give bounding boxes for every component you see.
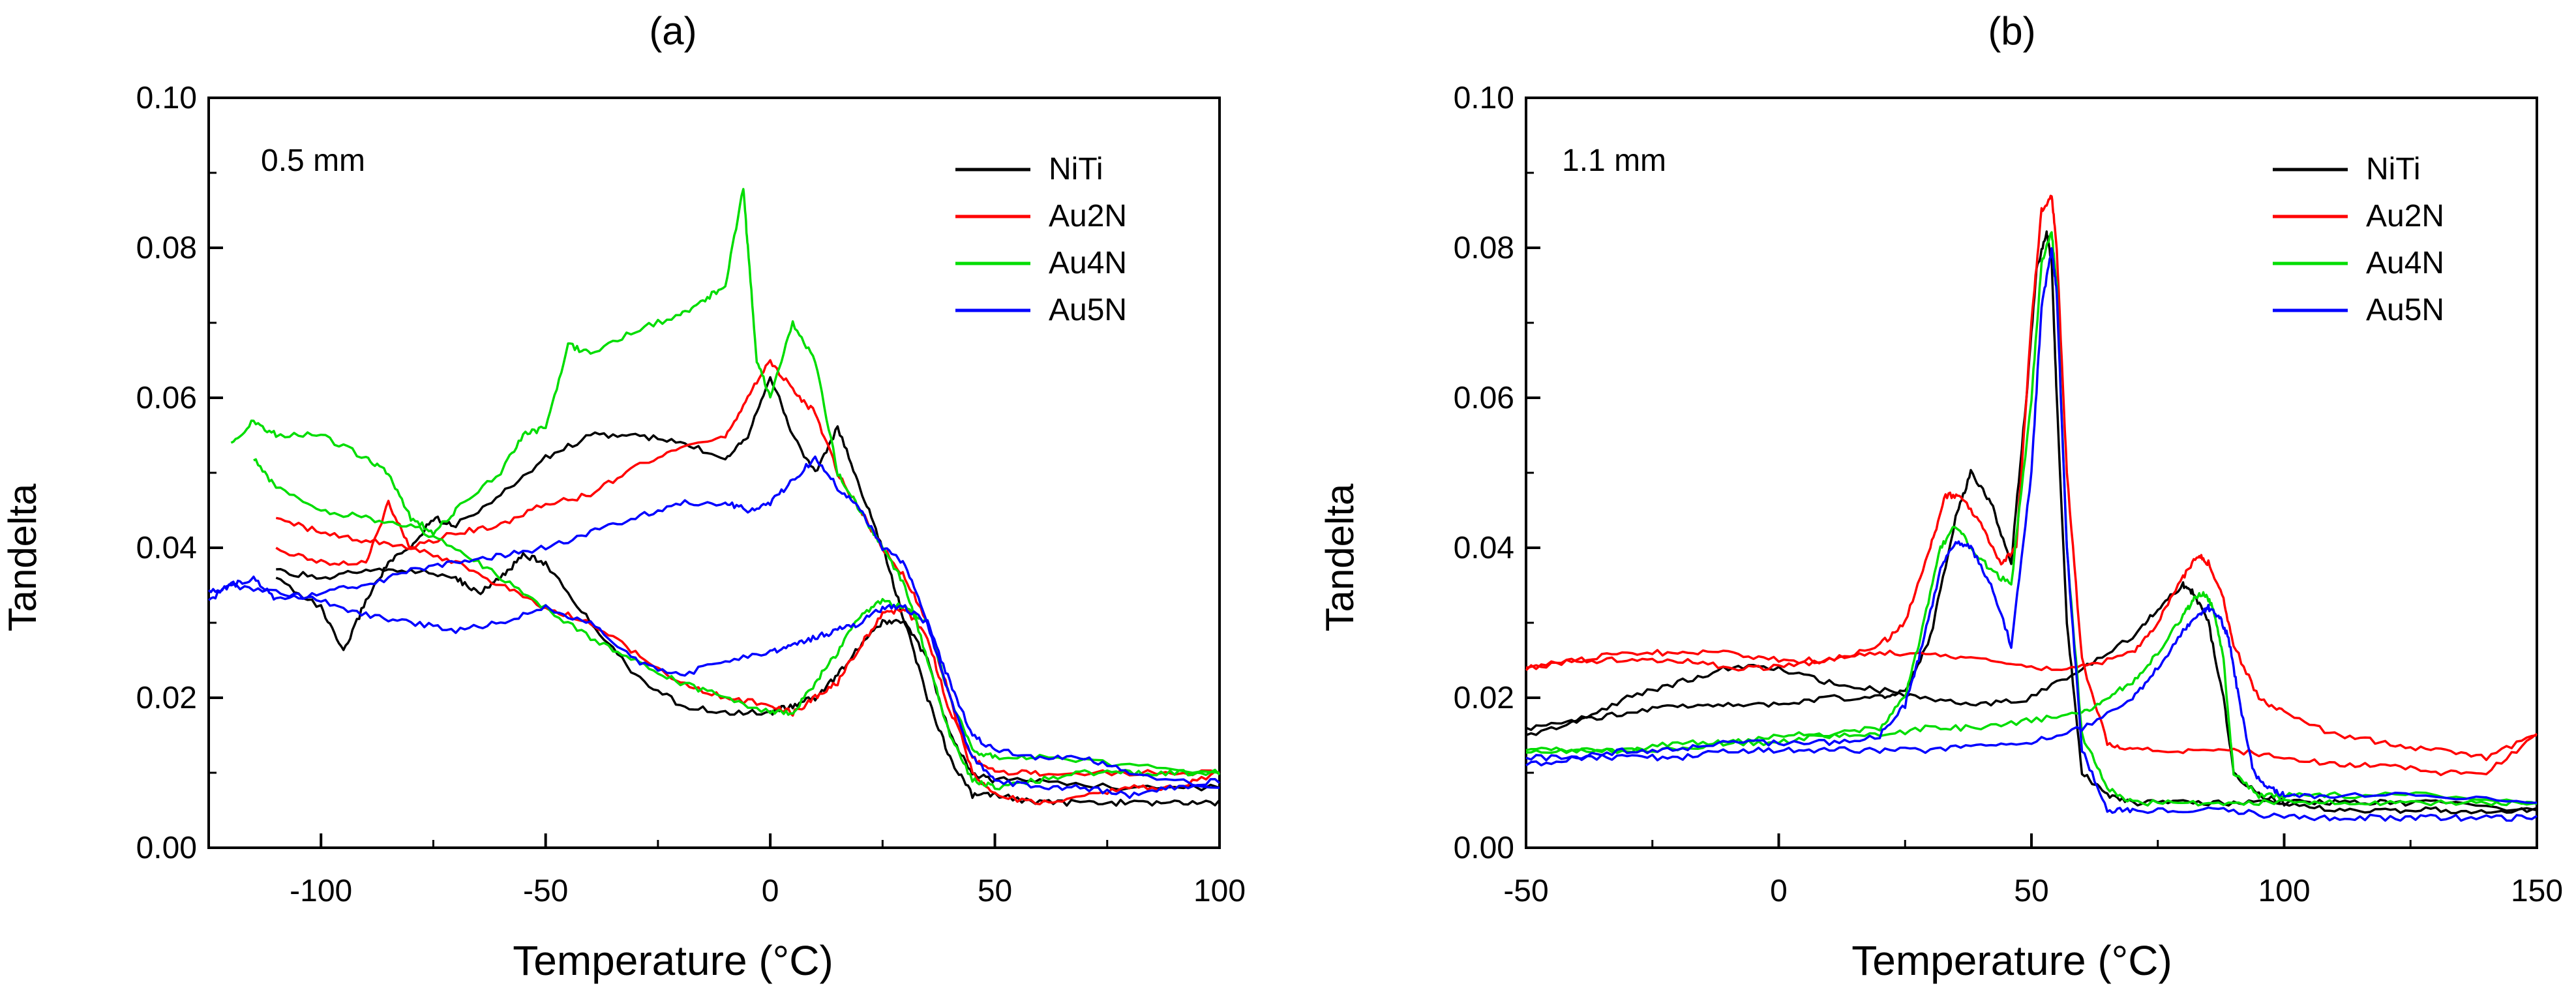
a-xtick-label: -100 xyxy=(290,874,352,908)
legend-b-label-niti: NiTi xyxy=(2366,152,2421,187)
a-au5n-heating-line xyxy=(207,455,1221,799)
panel-b: (b) Tandelta Temperature (°C) -50 0 50 100 1… xyxy=(1318,9,2563,984)
b-ytick-label: 0.10 xyxy=(1454,81,1514,115)
b-au2n-heating-line xyxy=(1525,194,2538,777)
b-au4n-cooling-line xyxy=(1525,591,2538,806)
a-xtick-label: 100 xyxy=(1193,874,1246,908)
a-xtick-label: -50 xyxy=(523,874,568,908)
a-au4n-cooling-line xyxy=(253,458,1220,774)
legend-a-label-au2n: Au2N xyxy=(1049,199,1127,233)
b-au5n-cooling-line xyxy=(1525,603,2538,804)
a-ytick-label: 0.10 xyxy=(136,81,197,115)
a-xtick-label: 50 xyxy=(978,874,1012,908)
b-xtick-label: 150 xyxy=(2511,874,2563,908)
b-au2n-cooling-line xyxy=(1525,554,2538,762)
panel-b-lines xyxy=(1525,194,2538,822)
legend-a-label-au4n: Au4N xyxy=(1049,246,1127,280)
b-au5n-heating-line xyxy=(1525,247,2538,822)
panel-a-lines xyxy=(207,188,1221,807)
b-xtick-label: 100 xyxy=(2258,874,2310,908)
legend-b-label-au5n: Au5N xyxy=(2366,293,2444,327)
a-ytick-label: 0.08 xyxy=(136,231,197,265)
b-ytick-label: 0.02 xyxy=(1454,681,1514,715)
a-au4n-heating-line xyxy=(230,188,1221,791)
a-niti-cooling-line xyxy=(276,552,1220,792)
a-ytick-label: 0.02 xyxy=(136,681,197,715)
panel-a-label: (a) xyxy=(649,9,696,53)
b-ytick-label: 0.06 xyxy=(1454,381,1514,415)
panel-a: (a) Tandelta Temperature (°C) -100 -50 0 50… xyxy=(1,9,1246,984)
b-ytick-label: 0.04 xyxy=(1454,531,1514,565)
a-ytick-label: 0.04 xyxy=(136,531,197,565)
panel-b-x-axis-label: Temperature (°C) xyxy=(1851,937,2172,984)
legend-b-label-au2n: Au2N xyxy=(2366,199,2444,233)
a-au5n-cooling-line xyxy=(207,582,1220,789)
panel-b-thickness-annotation: 1.1 mm xyxy=(1562,143,1666,178)
b-xtick-label: 50 xyxy=(2014,874,2048,908)
b-xtick-label: -50 xyxy=(1503,874,1548,908)
legend-a-label-niti: NiTi xyxy=(1049,152,1103,187)
legend-b-label-au4n: Au4N xyxy=(2366,246,2444,280)
a-xtick-label: 0 xyxy=(762,874,779,908)
b-ytick-label: 0.00 xyxy=(1454,831,1514,865)
b-ytick-label: 0.08 xyxy=(1454,231,1514,265)
a-ytick-label: 0.06 xyxy=(136,381,197,415)
b-niti-cooling-line xyxy=(1525,581,2538,812)
a-niti-heating-line xyxy=(275,376,1221,807)
a-au2n-heating-line xyxy=(275,359,1220,805)
panel-a-y-axis-label: Tandelta xyxy=(1,483,44,631)
legend-a-label-au5n: Au5N xyxy=(1049,293,1127,327)
a-ytick-label: 0.00 xyxy=(136,831,197,865)
panel-b-ticks: -50 0 50 100 150 0.00 0.02 0.04 0.06 0.08 0.10 xyxy=(1454,81,2563,908)
panel-a-legend: NiTi Au2N Au4N Au5N xyxy=(955,152,1127,327)
panel-b-label: (b) xyxy=(1988,9,2035,53)
panel-b-legend: NiTi Au2N Au4N Au5N xyxy=(2273,152,2444,327)
panel-b-y-axis-label: Tandelta xyxy=(1318,483,1362,631)
panel-a-x-axis-label: Temperature (°C) xyxy=(513,937,833,984)
b-xtick-label: 0 xyxy=(1770,874,1788,908)
a-au2n-cooling-line xyxy=(275,516,1220,777)
panel-a-ticks: -100 -50 0 50 100 0.00 0.02 0.04 0.06 0.08 0.10 xyxy=(136,81,1246,908)
panel-a-thickness-annotation: 0.5 mm xyxy=(261,143,365,178)
